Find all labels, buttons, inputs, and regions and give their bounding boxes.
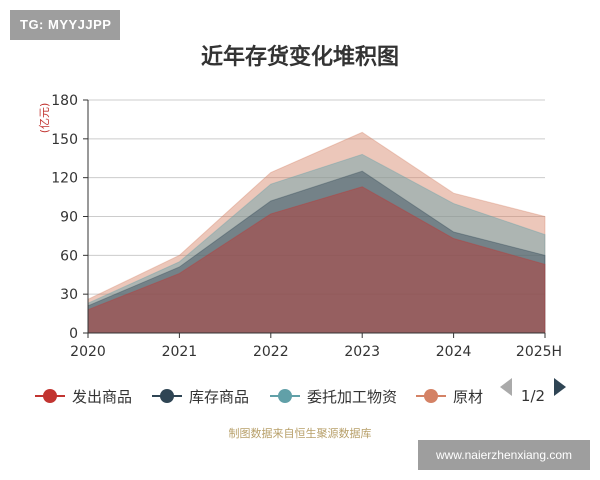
grid-lines <box>88 99 545 295</box>
source-note: 制图数据来自恒生聚源数据库 <box>229 426 372 440</box>
x-tick-label: 2022 <box>253 344 289 360</box>
x-tick-label: 2021 <box>162 344 198 360</box>
legend-item[interactable]: 原材 <box>416 388 483 406</box>
legend-label: 发出商品 <box>72 388 132 406</box>
legend-item[interactable]: 委托加工物资 <box>270 388 397 406</box>
y-axis-label: (亿元) <box>38 103 51 134</box>
legend-marker <box>278 389 292 403</box>
legend-label: 原材 <box>453 388 483 406</box>
area-series[interactable] <box>87 186 546 334</box>
y-tick-label: 0 <box>69 326 78 342</box>
site-watermark: www.naierzhenxiang.com <box>418 440 590 470</box>
area-series[interactable] <box>87 153 546 334</box>
y-tick-label: 90 <box>60 210 78 226</box>
legend: 发出商品 库存商品 委托加工物资 原材 <box>35 388 483 406</box>
legend-item[interactable]: 库存商品 <box>152 388 249 406</box>
legend-prev-icon[interactable] <box>500 378 512 396</box>
y-tick-label: 30 <box>60 287 78 303</box>
y-tick-label: 60 <box>60 248 78 264</box>
x-tick-label: 2020 <box>70 344 106 360</box>
legend-label: 委托加工物资 <box>307 388 397 406</box>
x-tick-label: 2024 <box>436 344 472 360</box>
legend-next-icon[interactable] <box>554 378 566 396</box>
x-tick-label: 2023 <box>344 344 380 360</box>
legend-marker <box>424 389 438 403</box>
x-tick-label: 2025H <box>516 344 562 360</box>
legend-label: 库存商品 <box>189 388 249 406</box>
y-tick-label: 180 <box>51 93 78 109</box>
legend-page-indicator: 1/2 <box>521 387 545 405</box>
axes: 0 30 60 90 120 150 180 2020 2021 2022 2023 2024 2025… <box>51 93 562 360</box>
legend-marker <box>43 389 57 403</box>
area-series-group <box>87 131 546 334</box>
area-series[interactable] <box>87 170 546 334</box>
legend-pager: 1/2 <box>500 378 566 405</box>
tg-badge: TG: MYYJJPP <box>10 10 120 40</box>
legend-item[interactable]: 发出商品 <box>35 388 132 406</box>
chart-title: 近年存货变化堆积图 <box>201 44 399 70</box>
legend-marker <box>160 389 174 403</box>
y-tick-label: 150 <box>51 132 78 148</box>
area-series[interactable] <box>87 131 546 334</box>
y-tick-label: 120 <box>51 171 78 187</box>
